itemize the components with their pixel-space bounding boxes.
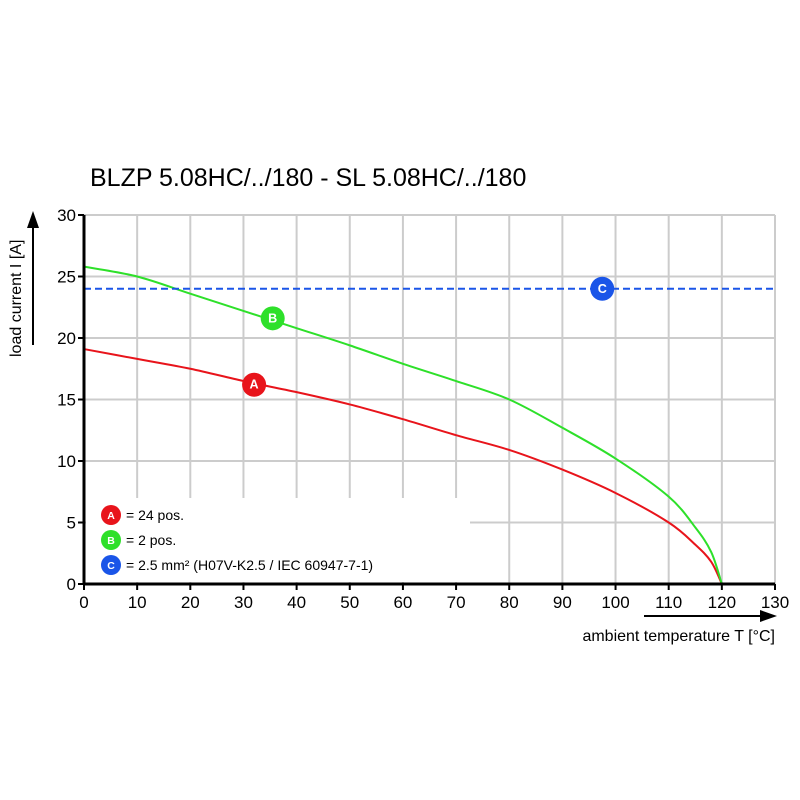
y-tick-label: 0 (67, 575, 76, 594)
x-tick-label: 20 (181, 593, 200, 612)
marker-A (242, 372, 267, 397)
marker-C (590, 276, 615, 301)
x-tick-label: 70 (447, 593, 466, 612)
axes (27, 211, 777, 622)
marker-B (260, 306, 285, 331)
legend-label-C: = 2.5 mm² (H07V-K2.5 / IEC 60947-7-1) (126, 557, 373, 573)
legend-label-A: = 24 pos. (126, 507, 184, 523)
legend-marker-B (101, 530, 121, 550)
x-tick-label: 0 (79, 593, 88, 612)
y-axis-label: load current I [A] (8, 240, 25, 357)
legend-marker-C (101, 555, 121, 575)
x-tick-label: 10 (128, 593, 147, 612)
y-tick-label: 25 (57, 268, 76, 287)
series-line-A (83, 348, 723, 585)
legend-background (86, 498, 470, 582)
marker-C-letter: C (598, 282, 607, 296)
legend: A = 24 pos. B = 2 pos. C = 2.5 mm² (H07V-K2.5… (101, 505, 373, 575)
x-tick-label: 110 (655, 593, 682, 612)
series-markers: A B C (242, 276, 615, 397)
legend-marker-B-letter: B (107, 535, 115, 547)
legend-marker-C-letter: C (107, 560, 115, 572)
x-tick-label: 100 (601, 593, 629, 612)
legend-box (86, 498, 470, 582)
series-lines (83, 265, 775, 585)
y-tick-label: 15 (57, 391, 76, 410)
x-tick-label: 130 (761, 593, 789, 612)
x-tick-label: 50 (340, 593, 359, 612)
chart-title: BLZP 5.08HC/../180 - SL 5.08HC/../180 (90, 164, 526, 192)
x-tick-label: 90 (553, 593, 572, 612)
x-arrow-head (760, 610, 777, 622)
legend-label-B: = 2 pos. (126, 532, 176, 548)
x-axis-label: ambient temperature T [°C] (582, 628, 775, 645)
x-tick-label: 120 (708, 593, 736, 612)
legend-marker-A (101, 505, 121, 525)
x-tick-label: 60 (393, 593, 412, 612)
x-tick-label: 40 (287, 593, 306, 612)
y-tick-label: 10 (57, 452, 76, 471)
y-tick-label: 20 (57, 329, 76, 348)
x-tick-label: 30 (234, 593, 253, 612)
marker-A-letter: A (250, 378, 259, 392)
y-tick-label: 5 (67, 514, 76, 533)
x-tick-label: 80 (500, 593, 519, 612)
tick-labels: 0 10 20 30 40 50 60 70 80 90 100 110 120 130 0 5 10 15 20 2… (57, 206, 789, 612)
y-arrow-head (27, 211, 39, 228)
y-tick-label: 30 (57, 206, 76, 225)
legend-marker-A-letter: A (107, 510, 115, 522)
series-line-B (83, 265, 723, 585)
marker-B-letter: B (268, 311, 277, 325)
